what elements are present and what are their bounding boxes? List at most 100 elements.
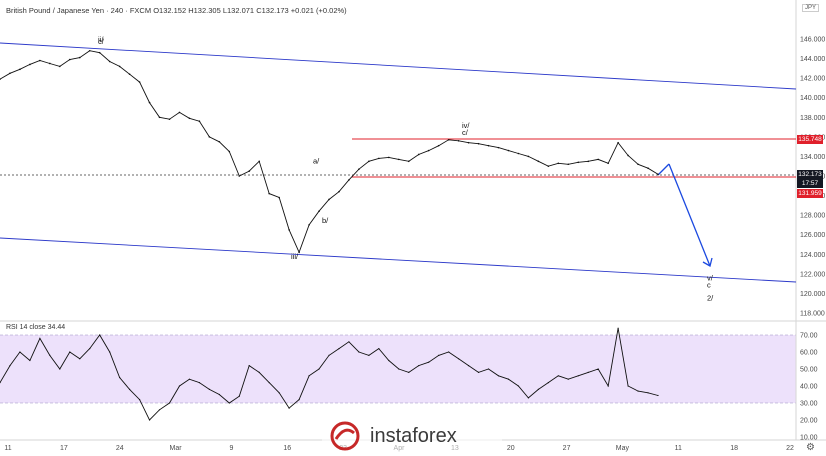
price-point (627, 154, 629, 157)
price-point (49, 62, 51, 65)
projection-arrow[interactable] (657, 163, 713, 267)
time-tick-label: 27 (563, 445, 571, 452)
current-price-tag: 132.173 (797, 170, 823, 179)
rsi-axis[interactable]: 70.00 60.00 50.00 40.00 30.00 20.00 10.00 (800, 333, 818, 442)
symbol-title[interactable]: British Pound / Japanese Yen · 240 · FXC… (6, 6, 152, 15)
rsi-point (647, 392, 649, 394)
settings-gear-icon[interactable]: ⚙ (806, 442, 815, 453)
rsi-point (338, 348, 340, 350)
price-point (0, 78, 1, 80)
price-point (178, 111, 181, 114)
price-tick-label: 144.000 (800, 56, 825, 63)
price-point (9, 72, 11, 75)
rsi-tick-label: 40.00 (800, 384, 818, 391)
channel-upper-line[interactable] (0, 42, 797, 90)
price-point (348, 179, 350, 181)
rsi-point (368, 354, 370, 356)
rsi-point (298, 399, 300, 401)
rsi-point (428, 361, 430, 363)
rsi-point (408, 371, 410, 373)
rsi-tick-label: 50.00 (800, 367, 818, 374)
time-tick-label: 11 (4, 445, 11, 452)
price-point (457, 139, 460, 142)
price-tick-label: 118.000 (800, 311, 825, 318)
rsi-point (487, 368, 490, 370)
rsi-point (537, 388, 539, 390)
price-point (517, 152, 520, 155)
instaforex-logo-icon (330, 421, 360, 451)
rsi-point (178, 385, 181, 387)
wave-label: v/ (707, 274, 714, 283)
price-point (368, 160, 370, 163)
rsi-point (557, 375, 559, 377)
rsi-point (627, 385, 629, 387)
rsi-point (29, 359, 31, 362)
price-point (188, 117, 191, 120)
price-point (657, 173, 659, 176)
rsi-point (268, 382, 270, 384)
rsi-point (19, 351, 21, 353)
price-point (298, 251, 300, 254)
price-point (108, 60, 111, 63)
rsi-point (69, 351, 71, 353)
currency-button[interactable]: JPY (802, 4, 820, 12)
rsi-label[interactable]: RSI 14 close (6, 324, 46, 331)
rsi-point (109, 351, 111, 353)
price-point (68, 58, 71, 61)
rsi-point (328, 354, 330, 356)
price-point (29, 63, 31, 66)
rsi-point (9, 365, 11, 367)
rsi-point (59, 368, 61, 370)
rsi-point (248, 365, 250, 367)
rsi-point (577, 375, 579, 377)
rsi-point (158, 409, 161, 411)
time-tick-label: 16 (283, 445, 291, 452)
rsi-point (438, 354, 440, 356)
watermark-text: instaforex (370, 424, 457, 447)
price-point (597, 158, 599, 161)
price-tick-label: 138.000 (800, 115, 825, 122)
price-point (278, 196, 280, 199)
rsi-point (637, 390, 639, 392)
price-point (39, 59, 41, 62)
rsi-header: RSI 14 close 34.44 (6, 324, 65, 331)
rsi-point (0, 382, 1, 384)
price-tick-label: 142.000 (800, 76, 825, 83)
price-point (557, 162, 560, 165)
price-tick-label: 120.000 (800, 291, 825, 298)
resistance-price-tag: 135.748 (797, 135, 823, 144)
wave-label: 2/ (707, 293, 714, 302)
price-point (88, 49, 91, 52)
rsi-point (458, 358, 460, 360)
price-point (447, 138, 450, 141)
price-point (507, 149, 510, 152)
rsi-point (218, 393, 220, 396)
rsi-point (168, 402, 171, 404)
rsi-point (188, 378, 191, 380)
rsi-series (0, 327, 659, 421)
wave-label: c/ (462, 128, 469, 137)
rsi-point (547, 382, 549, 384)
rsi-point (348, 341, 350, 343)
time-tick-label: 9 (229, 445, 233, 452)
rsi-point (39, 337, 41, 339)
symbol-header: British Pound / Japanese Yen · 240 · FXC… (6, 6, 347, 15)
price-point (358, 168, 360, 170)
rsi-point (308, 375, 310, 377)
price-point (617, 141, 619, 144)
channel-lower-line[interactable] (0, 237, 797, 283)
price-point (338, 190, 340, 193)
rsi-point (358, 351, 360, 353)
price-point (477, 142, 480, 145)
rsi-point (657, 394, 659, 397)
price-point (487, 144, 490, 147)
wave-label: iii/ (291, 252, 299, 261)
price-point (228, 150, 231, 153)
rsi-point (99, 334, 101, 336)
rsi-point (89, 348, 91, 350)
rsi-point (208, 388, 210, 390)
price-point (218, 140, 221, 143)
time-tick-label: 11 (675, 445, 682, 452)
price-point (98, 51, 101, 54)
